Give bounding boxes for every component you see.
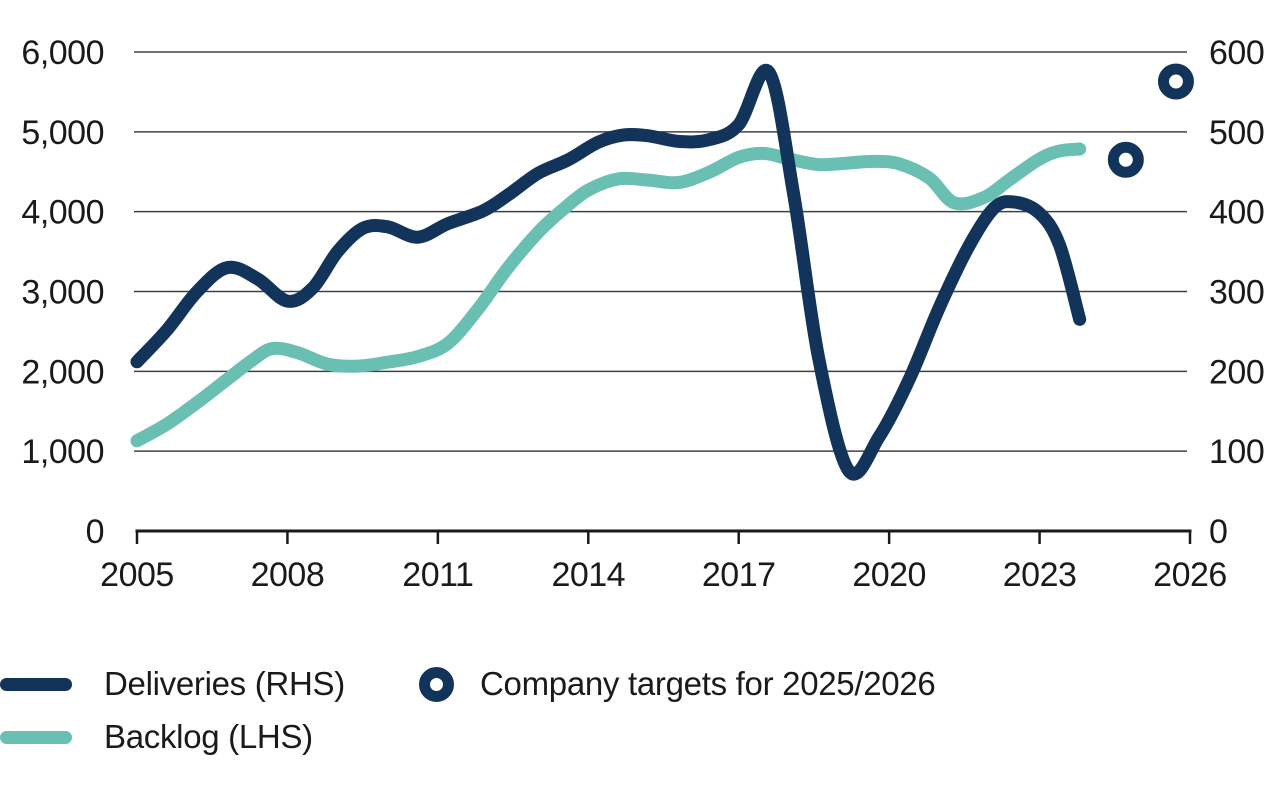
x-axis-tick-label: 2005 [100,556,174,594]
right-axis-tick-label: 0 [1209,513,1227,551]
left-axis-tick-label: 0 [86,513,104,551]
target-marker-2025 [1107,141,1144,178]
target-circle-icon [419,666,454,702]
left-axis-tick-label: 5,000 [21,114,104,152]
deliveries-label: Deliveries (RHS) [104,665,345,702]
backlog-label: Backlog (LHS) [104,718,313,755]
left-axis-tick-label: 2,000 [21,353,104,391]
legend-item-deliveries: Deliveries (RHS) [0,660,345,708]
x-axis-tick-label: 2014 [551,556,625,594]
right-axis-tick-label: 100 [1209,433,1264,471]
x-axis-tick-label: 2020 [852,556,926,594]
line-chart: 2005 2008 2011 2014 2017 2020 2023 2026 6,000 5,0… [21,34,1264,594]
company-targets-label: Company targets for 2025/2026 [480,665,936,702]
x-axis-tick-label: 2023 [1003,556,1077,594]
target-marker-2026 [1157,63,1194,100]
left-axis-tick-label: 1,000 [21,433,104,471]
legend-item-company-targets: Company targets for 2025/2026 [419,660,936,708]
x-axis-tick-label: 2017 [702,556,776,594]
deliveries-line-swatch [0,677,72,691]
x-axis-tick-label: 2026 [1153,556,1227,594]
right-axis-tick-label: 600 [1209,34,1264,72]
right-axis-tick-label: 300 [1209,274,1264,312]
backlog-line-swatch [0,730,72,744]
deliveries-line [130,63,1087,481]
x-axis-tick-label: 2008 [251,556,325,594]
left-axis-tick-label: 4,000 [21,194,104,232]
x-axis-tick-label: 2011 [402,556,473,594]
right-axis-tick-label: 500 [1209,114,1264,152]
left-axis-tick-label: 3,000 [21,274,104,312]
right-axis-tick-label: 200 [1209,353,1264,391]
legend-item-backlog: Backlog (LHS) [0,713,313,761]
left-axis-tick-label: 6,000 [21,34,104,72]
backlog-line [130,142,1087,448]
right-axis-tick-label: 400 [1209,194,1264,232]
